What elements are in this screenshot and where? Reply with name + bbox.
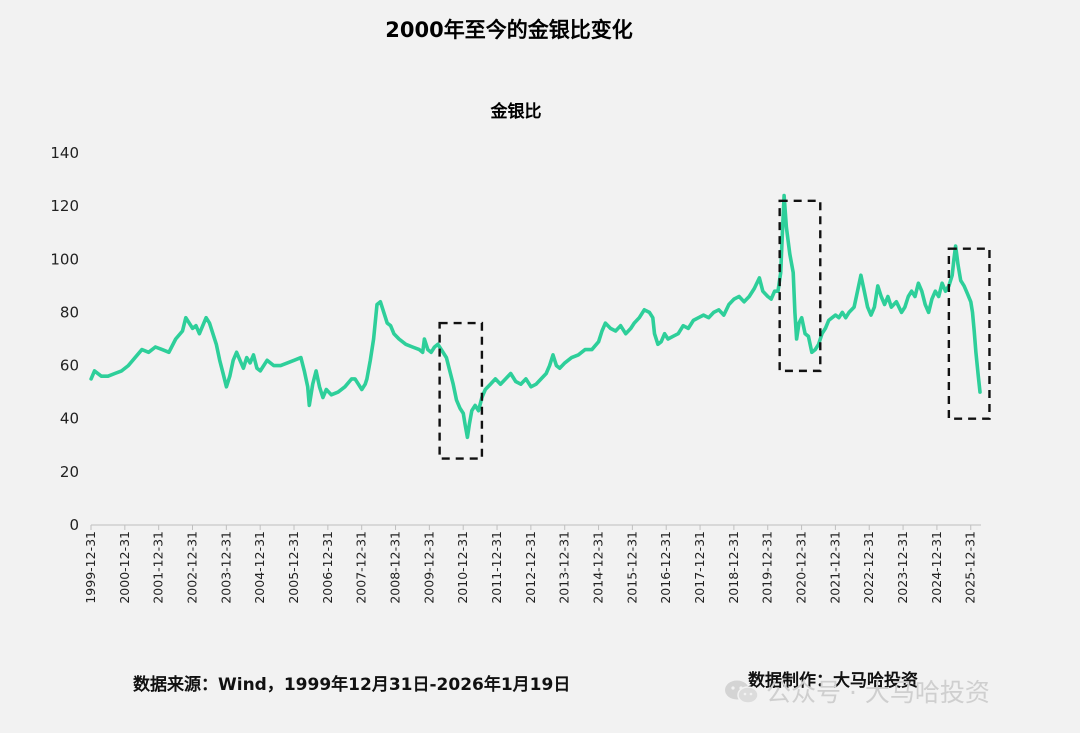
x-tick-label: 2023-12-31 bbox=[895, 531, 910, 604]
x-tick-label: 2012-12-31 bbox=[523, 531, 538, 604]
chart-title: 金银比 bbox=[490, 102, 542, 122]
data-maker: 数据制作：大马哈投资 bbox=[748, 671, 918, 691]
x-tick-label: 2006-12-31 bbox=[320, 531, 335, 604]
x-tick-label: 2008-12-31 bbox=[388, 531, 403, 604]
x-tick-label: 2017-12-31 bbox=[692, 531, 707, 604]
series-layer bbox=[89, 193, 982, 440]
highlight-boxes bbox=[438, 199, 991, 460]
highlight-box bbox=[438, 321, 484, 460]
highlight-box bbox=[778, 199, 822, 373]
x-tick-label: 2025-12-31 bbox=[963, 531, 978, 604]
x-tick-label: 2002-12-31 bbox=[185, 531, 200, 604]
x-tick-label: 2021-12-31 bbox=[827, 531, 842, 604]
y-tick-label: 80 bbox=[60, 303, 79, 321]
y-tick-label: 0 bbox=[69, 516, 79, 534]
x-tick-label: 2020-12-31 bbox=[794, 531, 809, 604]
x-tick-label: 2007-12-31 bbox=[354, 531, 369, 604]
x-tick-label: 2003-12-31 bbox=[218, 531, 233, 604]
x-tick-label: 1999-12-31 bbox=[83, 531, 98, 604]
x-tick-label: 2010-12-31 bbox=[455, 531, 470, 604]
y-tick-label: 40 bbox=[60, 410, 79, 428]
y-tick-label: 120 bbox=[50, 197, 79, 215]
x-tick-label: 2013-12-31 bbox=[557, 531, 572, 604]
wechat-icon bbox=[725, 680, 759, 704]
x-tick-label: 2009-12-31 bbox=[421, 531, 436, 604]
data-source: 数据来源：Wind，1999年12月31日-2026年1月19日 bbox=[133, 675, 571, 695]
page-title: 2000年至今的金银比变化 bbox=[385, 18, 633, 42]
x-tick-label: 2016-12-31 bbox=[658, 531, 673, 604]
y-tick-label: 140 bbox=[50, 144, 79, 162]
y-tick-label: 100 bbox=[50, 250, 79, 268]
x-tick-label: 2014-12-31 bbox=[591, 531, 606, 604]
x-tick-label: 2015-12-31 bbox=[624, 531, 639, 604]
watermark-text: 公众号 · 大马哈投资 bbox=[766, 678, 990, 707]
x-tick-label: 2019-12-31 bbox=[760, 531, 775, 604]
y-tick-label: 60 bbox=[60, 357, 79, 375]
x-tick-label: 2001-12-31 bbox=[151, 531, 166, 604]
x-tick-label: 2004-12-31 bbox=[252, 531, 267, 604]
x-tick-label: 2000-12-31 bbox=[117, 531, 132, 604]
highlight-box bbox=[947, 247, 991, 420]
x-tick-label: 2024-12-31 bbox=[929, 531, 944, 604]
y-axis: 0 20 40 60 80 100 120 140 bbox=[50, 144, 79, 534]
x-axis: 1999-12-31 2000-12-31 2001-12-31 2002-12-31… bbox=[83, 524, 981, 604]
series-line bbox=[89, 193, 982, 440]
x-tick-label: 2005-12-31 bbox=[286, 531, 301, 604]
x-tick-label: 2022-12-31 bbox=[861, 531, 876, 604]
x-tick-label: 2011-12-31 bbox=[489, 531, 504, 604]
x-tick-label: 2018-12-31 bbox=[726, 531, 741, 604]
watermark: 公众号 · 大马哈投资 bbox=[724, 673, 990, 709]
y-tick-label: 20 bbox=[60, 463, 79, 481]
